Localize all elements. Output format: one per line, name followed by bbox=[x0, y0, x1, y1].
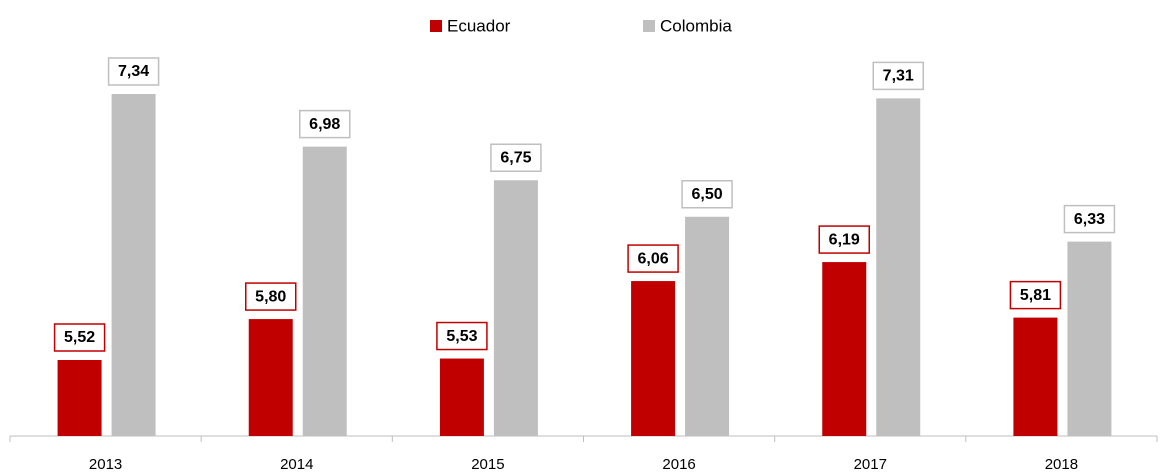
bar bbox=[1067, 241, 1112, 436]
bar bbox=[439, 358, 484, 436]
data-label-box bbox=[490, 143, 542, 172]
data-label: 6,06 bbox=[638, 250, 669, 267]
data-label: 5,81 bbox=[1020, 287, 1051, 304]
legend-swatch bbox=[643, 20, 655, 32]
legend-label: Colombia bbox=[660, 16, 732, 35]
data-label-box bbox=[818, 225, 870, 254]
data-label: 5,80 bbox=[255, 288, 286, 305]
data-label: 7,34 bbox=[118, 63, 149, 80]
x-tick-label: 2018 bbox=[1045, 456, 1078, 473]
bar bbox=[248, 319, 293, 436]
data-label: 6,75 bbox=[500, 149, 531, 166]
data-label: 6,98 bbox=[309, 116, 340, 133]
data-label-box bbox=[1063, 204, 1116, 234]
data-label-box bbox=[53, 323, 106, 352]
data-label: 6,50 bbox=[692, 186, 723, 203]
data-label-box bbox=[107, 57, 160, 86]
data-label-box bbox=[245, 282, 297, 311]
data-label: 5,53 bbox=[446, 328, 477, 345]
bar bbox=[493, 180, 538, 436]
data-label-box bbox=[627, 244, 679, 273]
data-label: 7,31 bbox=[883, 68, 914, 85]
data-label: 5,52 bbox=[64, 329, 95, 346]
x-tick-label: 2017 bbox=[854, 456, 887, 473]
bar bbox=[111, 94, 156, 436]
bar bbox=[876, 98, 921, 436]
bar bbox=[302, 146, 347, 436]
data-label: 6,19 bbox=[829, 231, 860, 248]
x-tick-label: 2013 bbox=[89, 456, 122, 473]
legend-swatch bbox=[430, 20, 442, 32]
x-tick-label: 2015 bbox=[471, 456, 504, 473]
bar bbox=[685, 216, 730, 436]
data-label-box bbox=[436, 321, 488, 351]
bar bbox=[822, 262, 867, 436]
legend-label: Ecuador bbox=[447, 16, 511, 35]
data-label: 6,33 bbox=[1074, 211, 1105, 228]
bar bbox=[57, 360, 102, 436]
data-label-box bbox=[299, 109, 351, 139]
bar bbox=[1013, 317, 1058, 436]
data-label-box bbox=[872, 61, 924, 91]
x-tick-label: 2016 bbox=[662, 456, 695, 473]
x-tick-label: 2014 bbox=[280, 456, 313, 473]
data-label-box bbox=[681, 180, 733, 209]
bar bbox=[631, 281, 676, 436]
data-label-box bbox=[1009, 280, 1062, 310]
